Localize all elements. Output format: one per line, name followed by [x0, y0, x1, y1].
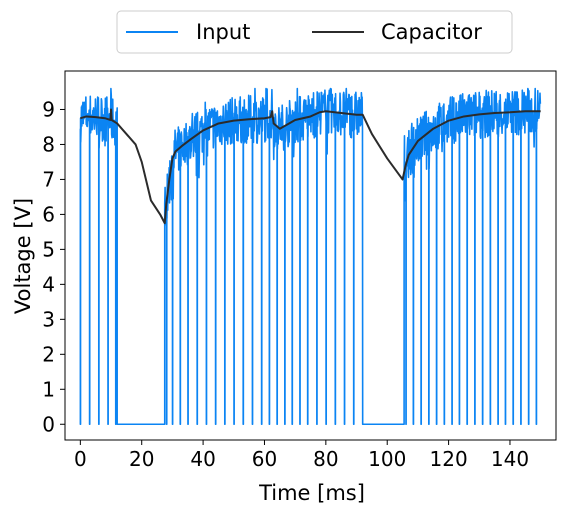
y-tick-label: 1	[42, 377, 55, 401]
y-tick-label: 7	[42, 167, 55, 191]
series-capacitor	[80, 108, 541, 225]
y-tick-label: 3	[42, 307, 55, 331]
y-axis-title: Voltage [V]	[11, 198, 35, 314]
series-input	[79, 87, 542, 426]
x-tick-label: 100	[368, 447, 406, 471]
y-tick-label: 6	[42, 202, 55, 226]
x-axis: 0 20 40 60 80 100 120 140	[74, 440, 529, 471]
x-tick-label: 140	[491, 447, 529, 471]
x-tick-label: 80	[313, 447, 338, 471]
y-tick-label: 2	[42, 342, 55, 366]
plot-area-frame	[64, 70, 557, 441]
capacitor-line	[80, 108, 541, 225]
legend: Input Capacitor	[116, 10, 513, 54]
x-tick-label: 120	[430, 447, 468, 471]
y-tick-label: 4	[42, 272, 55, 296]
x-tick-label: 40	[190, 447, 215, 471]
input-line	[79, 87, 542, 426]
x-tick-label: 60	[252, 447, 277, 471]
y-tick-label: 8	[42, 132, 55, 156]
x-tick-label: 0	[74, 447, 87, 471]
y-tick-label: 9	[42, 97, 55, 121]
x-axis-title: Time [ms]	[258, 481, 365, 505]
y-tick-label: 0	[42, 412, 55, 436]
legend-label-capacitor: Capacitor	[381, 20, 482, 44]
legend-label-input: Input	[196, 20, 250, 44]
y-tick-label: 5	[42, 237, 55, 261]
x-tick-label: 20	[129, 447, 154, 471]
y-axis: 0 1 2 3 4 5 6 7 8 9	[42, 97, 65, 436]
